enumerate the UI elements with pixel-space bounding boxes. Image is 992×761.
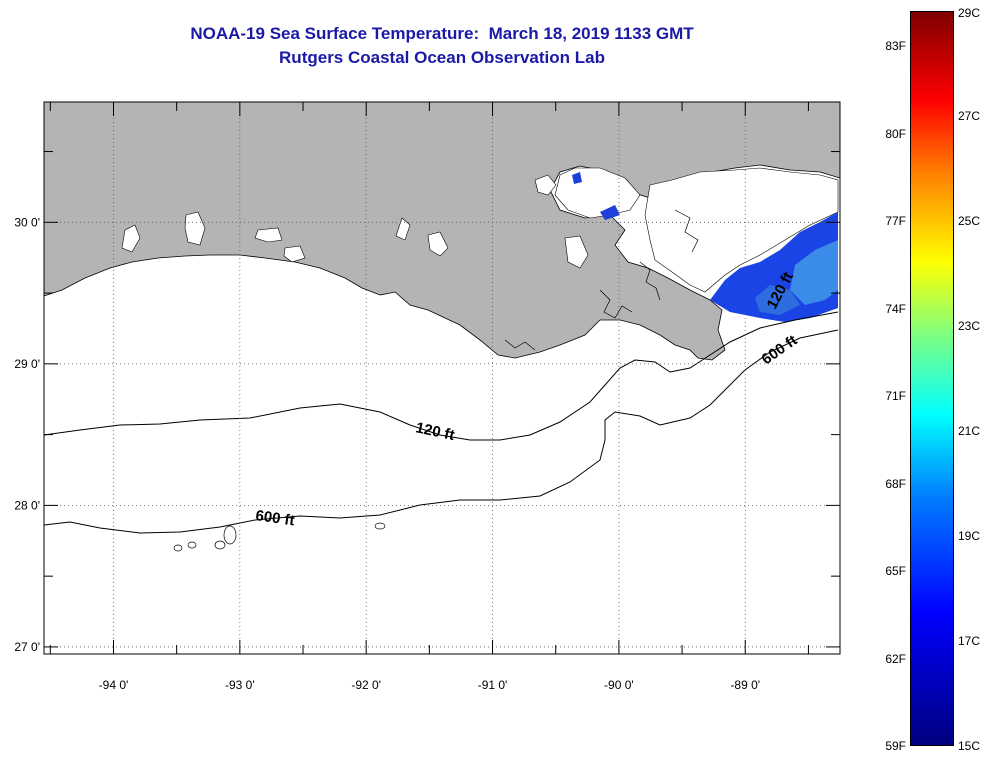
inland-water [121, 167, 839, 293]
sst-data-patch [572, 172, 838, 322]
colorbar-label-celsius: 21C [958, 424, 981, 438]
lon-tick-label: -89 0' [730, 678, 760, 692]
lat-tick-label: 28 0' [14, 498, 40, 512]
colorbar-label-fahrenheit: 62F [885, 651, 906, 666]
lon-tick-label: -90 0' [604, 678, 634, 692]
contour-label-600-west: 600 ft [254, 507, 295, 529]
colorbar-label-celsius: 17C [958, 634, 981, 648]
lon-tick-label: -91 0' [478, 678, 508, 692]
lat-tick-label: 30 0' [14, 215, 40, 229]
lon-tick-label: -94 0' [99, 678, 129, 692]
map-title: NOAA-19 Sea Surface Temperature: March 1… [190, 24, 694, 43]
colorbar-label-fahrenheit: 74F [885, 301, 906, 316]
colorbar-label-celsius: 23C [958, 319, 981, 333]
lat-tick-label: 29 0' [14, 357, 40, 371]
colorbar-label-fahrenheit: 80F [885, 126, 906, 141]
colorbar-label-fahrenheit: 59F [885, 739, 906, 753]
lat-tick-label: 27 0' [14, 640, 40, 654]
graticule [44, 102, 840, 654]
map-border [43, 101, 841, 655]
colorbar-label-fahrenheit: 83F [885, 39, 906, 53]
colorbar-label-fahrenheit: 68F [885, 476, 906, 491]
colorbar-label-fahrenheit: 65F [885, 564, 906, 578]
colorbar-label-fahrenheit: 77F [885, 214, 906, 228]
colorbar-label-celsius: 19C [958, 529, 981, 543]
colorbar-label-celsius: 15C [958, 739, 981, 753]
colorbar-label-celsius: 29C [958, 6, 981, 20]
temperature-colorbar [910, 11, 954, 746]
contour-600ft-line [43, 329, 839, 534]
colorbar-label-celsius: 25C [958, 214, 981, 228]
lon-tick-label: -92 0' [351, 678, 381, 692]
map-subtitle: Rutgers Coastal Ocean Observation Lab [279, 48, 605, 67]
coastline-detail [504, 209, 699, 351]
axis-ticks [44, 102, 840, 654]
bathymetry-features [173, 522, 386, 552]
colorbar-label-celsius: 27C [958, 109, 981, 123]
axis-labels: -94 0' -93 0' -92 0' -91 0' -90 0' -89 0' 30 0… [14, 215, 760, 692]
colorbar-label-fahrenheit: 71F [885, 389, 906, 403]
contour-120ft-line [43, 311, 839, 441]
lon-tick-label: -93 0' [225, 678, 255, 692]
